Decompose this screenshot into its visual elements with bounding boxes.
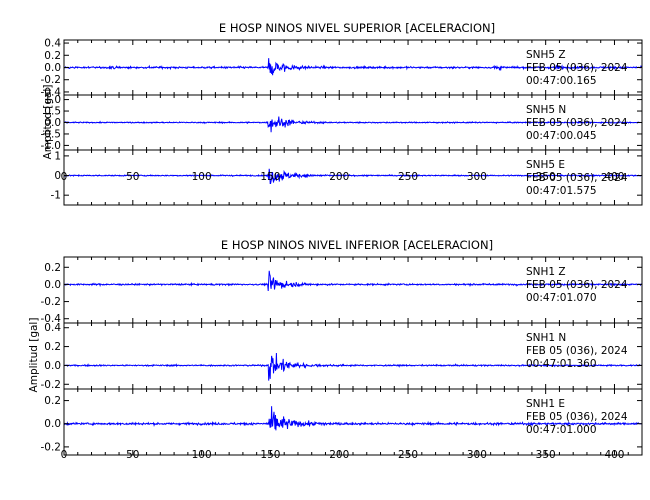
waveform-trace [63, 406, 642, 431]
x-tick-label: 300 [467, 449, 487, 461]
y-tick-label: 0.2 [44, 262, 61, 274]
waveform-trace [63, 58, 642, 76]
y-tick-label: -1.0 [41, 140, 62, 152]
y-tick-label: 1 [54, 150, 61, 162]
x-tick-label: 350 [536, 449, 556, 461]
x-tick-label: 300 [467, 171, 487, 183]
waveform-trace [63, 168, 642, 184]
y-tick-label: -0.2 [41, 441, 62, 453]
station-time: 00:47:01.360 [526, 358, 597, 370]
x-tick-label: 400 [604, 449, 624, 461]
y-tick-label: 0.0 [44, 62, 61, 74]
station-time: 00:47:01.070 [526, 292, 597, 304]
x-tick-label: 50 [126, 171, 139, 183]
y-tick-label: -0.4 [41, 86, 62, 98]
y-tick-label: 0.0 [44, 360, 61, 372]
x-tick-label: 100 [192, 449, 212, 461]
y-tick-label: -0.2 [41, 379, 62, 391]
y-tick-label: 0.4 [44, 322, 61, 334]
y-tick-label: -0.5 [41, 128, 62, 140]
station-label: SNH5 Z [526, 49, 566, 61]
y-tick-label: 0.2 [44, 50, 61, 62]
station-date: FEB 05 (036), 2024 [526, 117, 628, 129]
y-tick-label: -0.4 [41, 313, 62, 325]
y-tick-label: -0.2 [41, 296, 62, 308]
y-tick-label: 1.0 [44, 94, 61, 106]
x-tick-label: 350 [536, 171, 556, 183]
station-label: SNH1 Z [526, 266, 566, 278]
y-tick-label: -0.2 [41, 74, 62, 86]
x-tick-label: 250 [398, 449, 418, 461]
station-date: FEB 05 (036), 2024 [526, 172, 628, 184]
station-date: FEB 05 (036), 2024 [526, 345, 628, 357]
y-tick-label: 0.0 [44, 117, 61, 129]
group-title-inferior: E HOSP NINOS NIVEL INFERIOR [ACELERACION… [221, 238, 493, 252]
x-tick-label: 150 [260, 449, 280, 461]
y-tick-label: 0.5 [44, 106, 61, 118]
x-tick-label: 250 [398, 171, 418, 183]
waveform-trace [63, 352, 642, 381]
x-tick-label: 0 [61, 449, 68, 461]
station-date: FEB 05 (036), 2024 [526, 62, 628, 74]
y-tick-label: 0 [54, 170, 61, 182]
x-tick-label: 100 [192, 171, 212, 183]
station-label: SNH5 N [526, 104, 566, 116]
y-tick-label: -1 [51, 190, 61, 202]
y-tick-label: 0.0 [44, 279, 61, 291]
y-tick-label: 0.2 [44, 395, 61, 407]
panel-group-inferior: E HOSP NINOS NIVEL INFERIOR [ACELERACION… [28, 238, 643, 461]
station-label: SNH5 E [526, 159, 565, 171]
station-label: SNH1 E [526, 398, 565, 410]
station-date: FEB 05 (036), 2024 [526, 279, 628, 291]
station-label: SNH1 N [526, 332, 566, 344]
waveform-trace [63, 270, 642, 292]
y-tick-label: 0.4 [44, 38, 61, 50]
x-tick-label: 400 [604, 171, 624, 183]
station-time: 00:47:01.575 [526, 185, 597, 197]
station-time: 00:47:01.000 [526, 424, 597, 436]
y-tick-label: 0.2 [44, 341, 61, 353]
panel-group-superior: E HOSP NINOS NIVEL SUPERIOR [ACELERACION… [41, 21, 643, 206]
station-time: 00:47:00.165 [526, 75, 597, 87]
group-title-superior: E HOSP NINOS NIVEL SUPERIOR [ACELERACION… [219, 21, 495, 35]
x-tick-label: 200 [329, 171, 349, 183]
y-axis-label-inferior: Amplitud [gal] [28, 318, 40, 393]
x-tick-label: 50 [126, 449, 139, 461]
y-tick-label: 0.0 [44, 418, 61, 430]
x-tick-label: 150 [260, 171, 280, 183]
y-axis-label-superior: Amplitud [gal] [42, 85, 54, 160]
station-date: FEB 05 (036), 2024 [526, 411, 628, 423]
station-time: 00:47:00.045 [526, 130, 597, 142]
x-tick-label: 200 [329, 449, 349, 461]
waveform-trace [63, 116, 642, 133]
x-tick-label: 0 [61, 171, 68, 183]
